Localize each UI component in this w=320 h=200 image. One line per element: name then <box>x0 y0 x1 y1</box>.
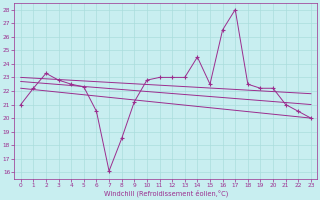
X-axis label: Windchill (Refroidissement éolien,°C): Windchill (Refroidissement éolien,°C) <box>104 190 228 197</box>
